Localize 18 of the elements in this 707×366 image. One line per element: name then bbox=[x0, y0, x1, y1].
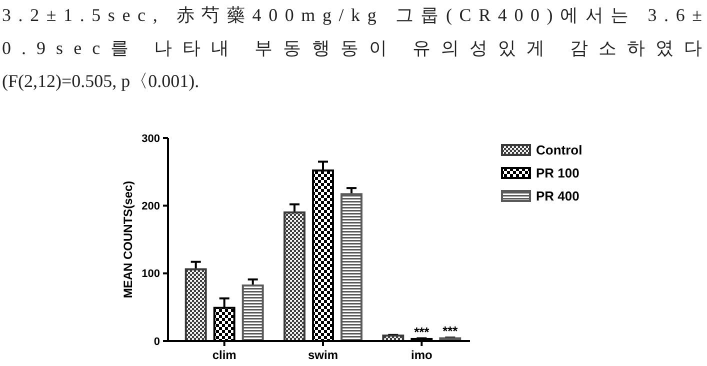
x-tick-label: imo bbox=[410, 348, 432, 362]
y-axis-title: MEAN COUNTS(sec) bbox=[121, 180, 135, 298]
bar bbox=[184, 268, 207, 342]
y-tick-label: 100 bbox=[142, 268, 160, 280]
bar bbox=[284, 211, 306, 342]
x-tick-label: clim bbox=[212, 348, 236, 362]
y-tick-label: 300 bbox=[142, 132, 160, 145]
y-tick-label: 200 bbox=[142, 200, 160, 213]
paragraph: 3.2±1.5sec, 赤芍藥400mg/kg 그룹(CR400)에서는 3.6± 0.9sec를 나타내 부동행동이 유의성있게 감소하였다 (F(2,12)=0.505, p〈0.001). bbox=[2, 5, 702, 91]
legend-label: PR 400 bbox=[536, 188, 580, 204]
bar bbox=[242, 284, 264, 342]
annotation: *** bbox=[442, 324, 459, 339]
legend-label: Control bbox=[536, 142, 582, 158]
annotation: *** bbox=[414, 324, 430, 340]
bar bbox=[340, 193, 362, 342]
y-tick-label: 0 bbox=[154, 336, 160, 348]
x-tick-label: swim bbox=[308, 348, 338, 362]
legend-label: PR 100 bbox=[536, 166, 580, 181]
